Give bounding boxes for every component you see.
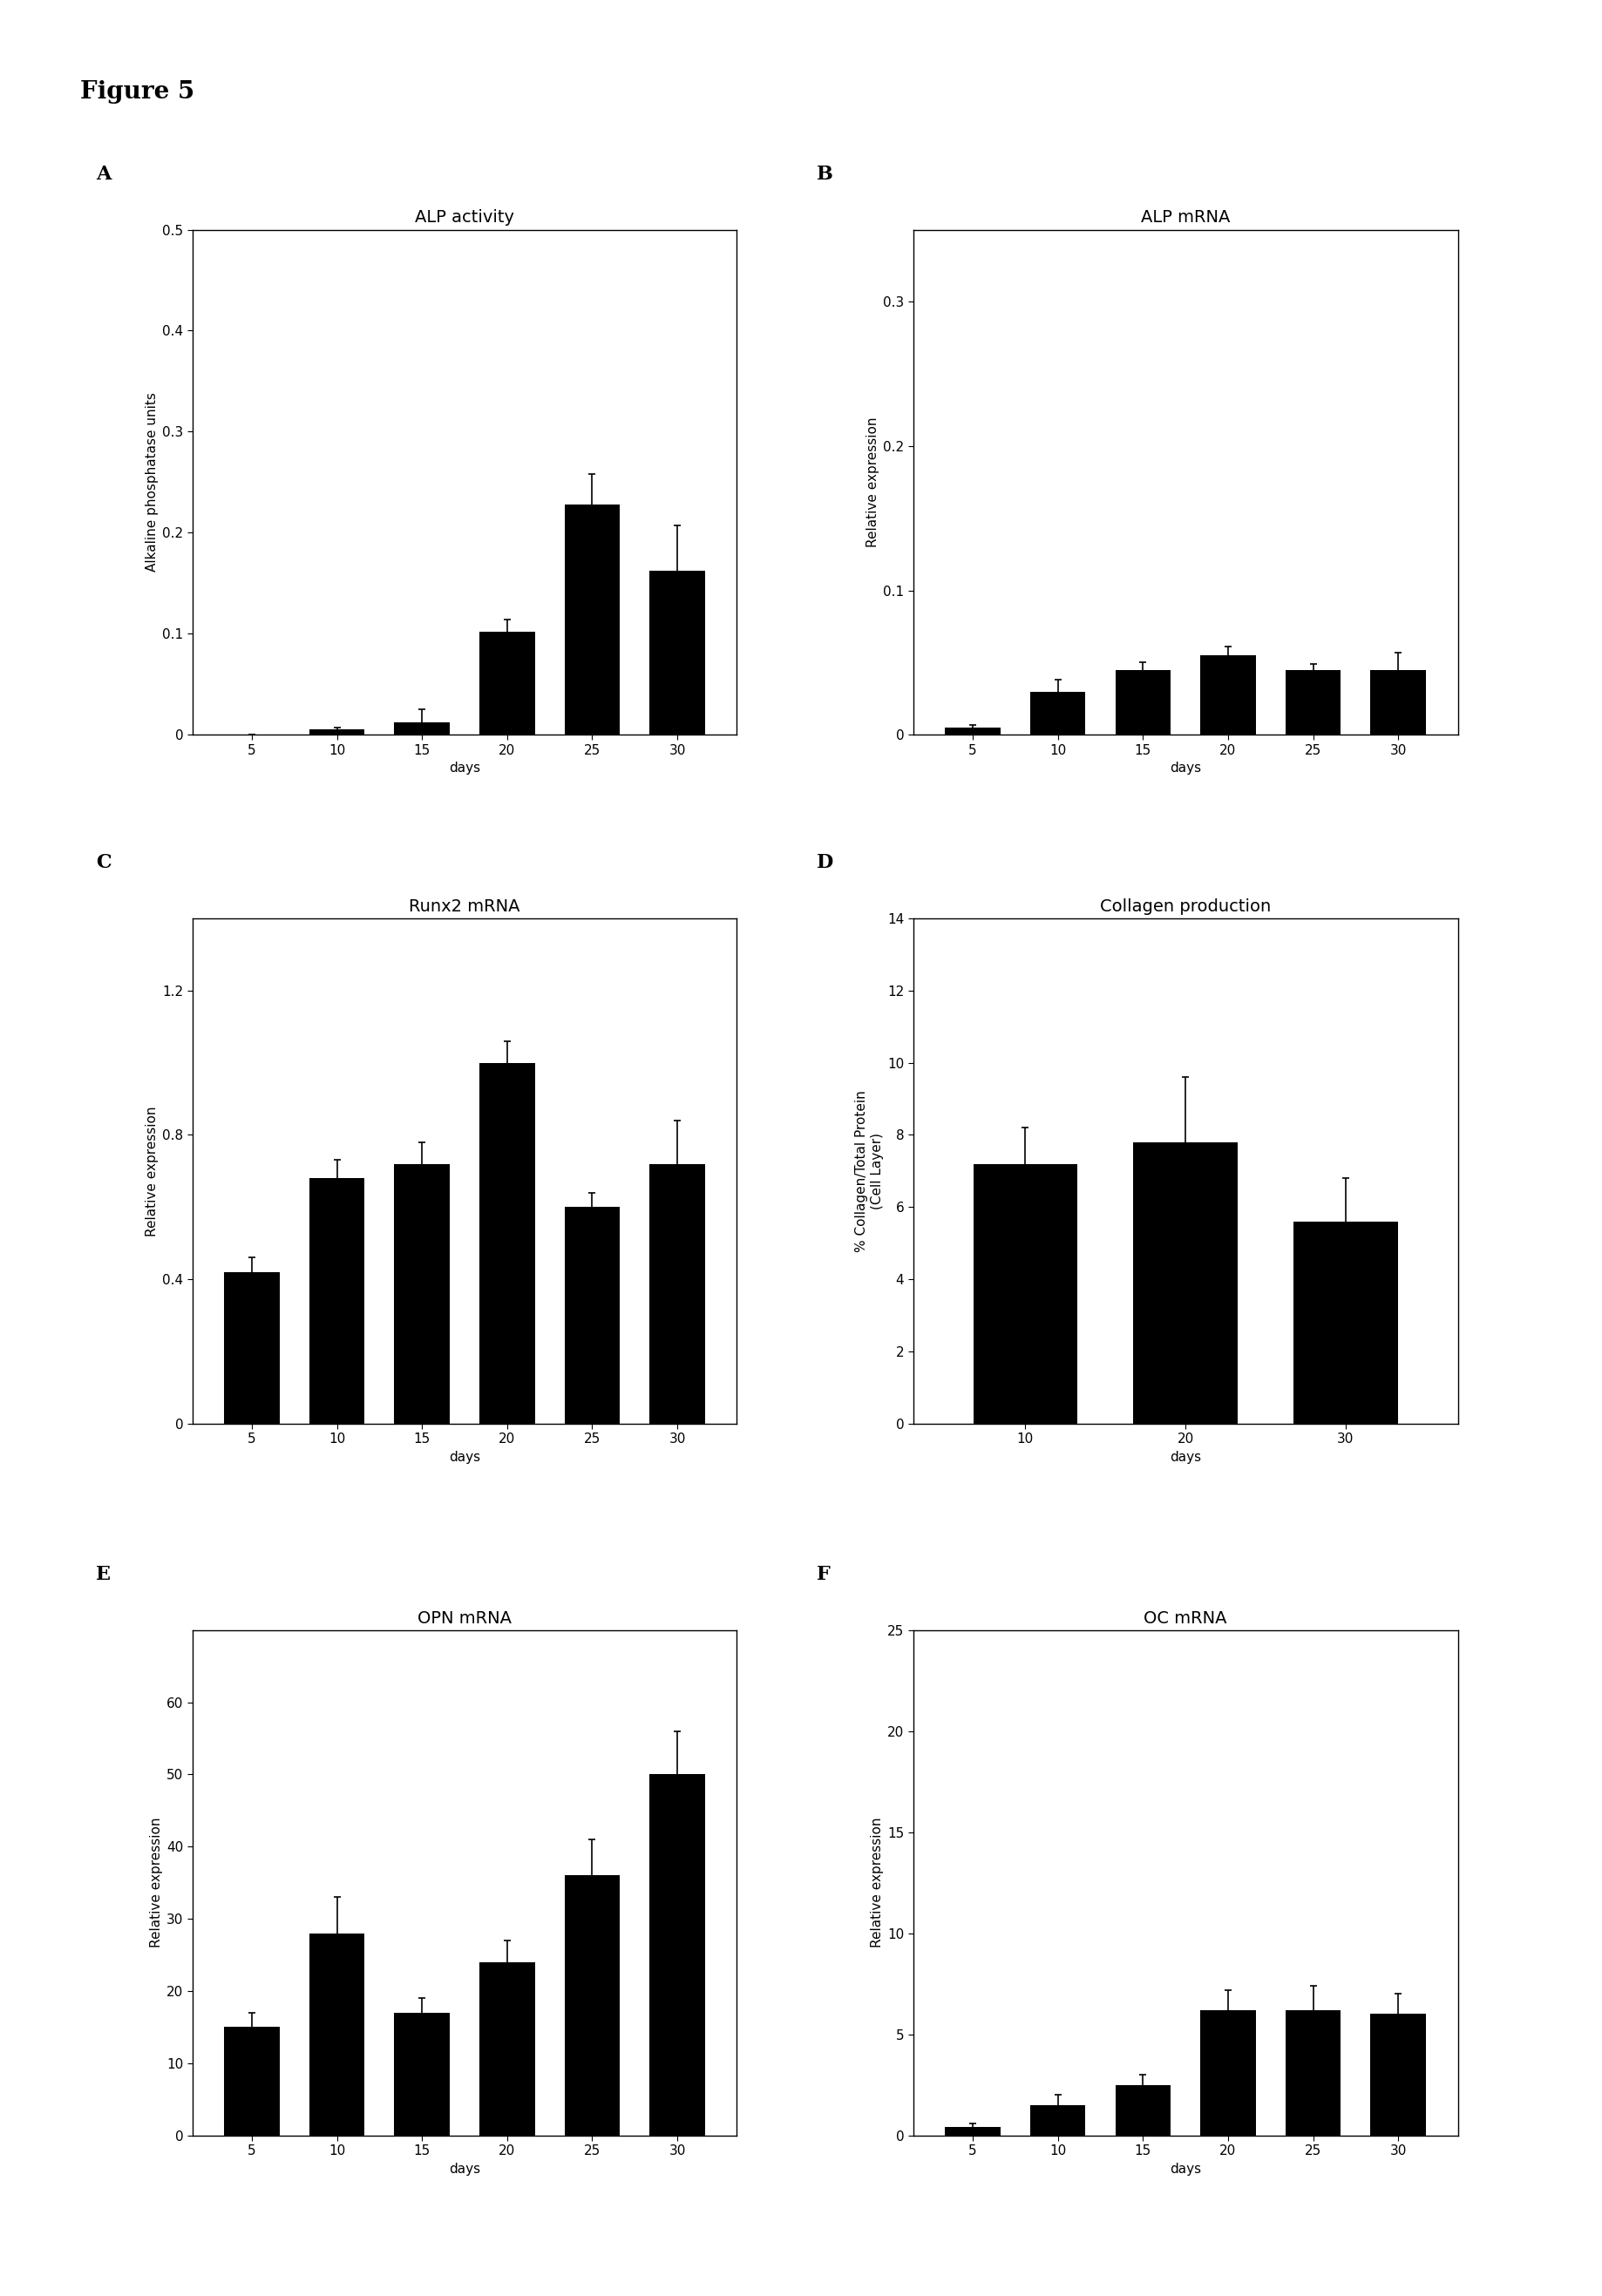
Title: OC mRNA: OC mRNA	[1144, 1609, 1227, 1626]
X-axis label: days: days	[449, 1451, 481, 1463]
Bar	[974, 1164, 1078, 1424]
Bar	[309, 1933, 365, 2135]
Text: C: C	[96, 854, 112, 872]
Y-axis label: Relative expression: Relative expression	[146, 1107, 159, 1235]
Y-axis label: Alkaline phosphatase units: Alkaline phosphatase units	[146, 393, 159, 572]
Bar	[309, 1178, 365, 1424]
Title: Collagen production: Collagen production	[1101, 898, 1270, 914]
Title: ALP mRNA: ALP mRNA	[1141, 209, 1230, 225]
Title: Runx2 mRNA: Runx2 mRNA	[409, 898, 521, 914]
Bar	[1115, 670, 1171, 735]
Text: Figure 5: Figure 5	[80, 80, 194, 103]
Bar	[1294, 1221, 1397, 1424]
Bar	[479, 1963, 535, 2135]
Bar	[1030, 2105, 1086, 2135]
Bar	[650, 572, 705, 735]
Bar	[564, 1208, 620, 1424]
Bar	[945, 2126, 1000, 2135]
Title: ALP activity: ALP activity	[415, 209, 514, 225]
Bar	[1200, 654, 1256, 735]
Text: F: F	[817, 1566, 831, 1584]
Y-axis label: Relative expression: Relative expression	[867, 418, 879, 546]
Bar	[1200, 2009, 1256, 2135]
Bar	[650, 1164, 705, 1424]
Text: A: A	[96, 165, 111, 184]
X-axis label: days: days	[449, 2163, 481, 2174]
Title: OPN mRNA: OPN mRNA	[418, 1609, 511, 1626]
Bar	[1371, 2014, 1426, 2135]
Bar	[1285, 670, 1341, 735]
Y-axis label: Relative expression: Relative expression	[149, 1818, 163, 1947]
Bar	[309, 730, 365, 735]
Bar	[650, 1775, 705, 2135]
X-axis label: days: days	[1169, 762, 1202, 774]
Y-axis label: % Collagen/Total Protein
(Cell Layer): % Collagen/Total Protein (Cell Layer)	[855, 1091, 884, 1251]
Bar	[479, 631, 535, 735]
Bar	[564, 1876, 620, 2135]
Bar	[945, 728, 1000, 735]
Bar	[1371, 670, 1426, 735]
Y-axis label: Relative expression: Relative expression	[870, 1818, 884, 1947]
Text: E: E	[96, 1566, 111, 1584]
Bar	[394, 1164, 450, 1424]
Bar	[224, 2027, 279, 2135]
Bar	[479, 1063, 535, 1424]
Bar	[1134, 1141, 1238, 1424]
Bar	[224, 1272, 279, 1424]
Bar	[394, 723, 450, 735]
Text: D: D	[817, 854, 833, 872]
X-axis label: days: days	[1169, 2163, 1202, 2174]
Text: B: B	[817, 165, 833, 184]
Bar	[1030, 691, 1086, 735]
Bar	[1285, 2009, 1341, 2135]
X-axis label: days: days	[1169, 1451, 1202, 1463]
X-axis label: days: days	[449, 762, 481, 774]
Bar	[564, 505, 620, 735]
Bar	[394, 2014, 450, 2135]
Bar	[1115, 2085, 1171, 2135]
